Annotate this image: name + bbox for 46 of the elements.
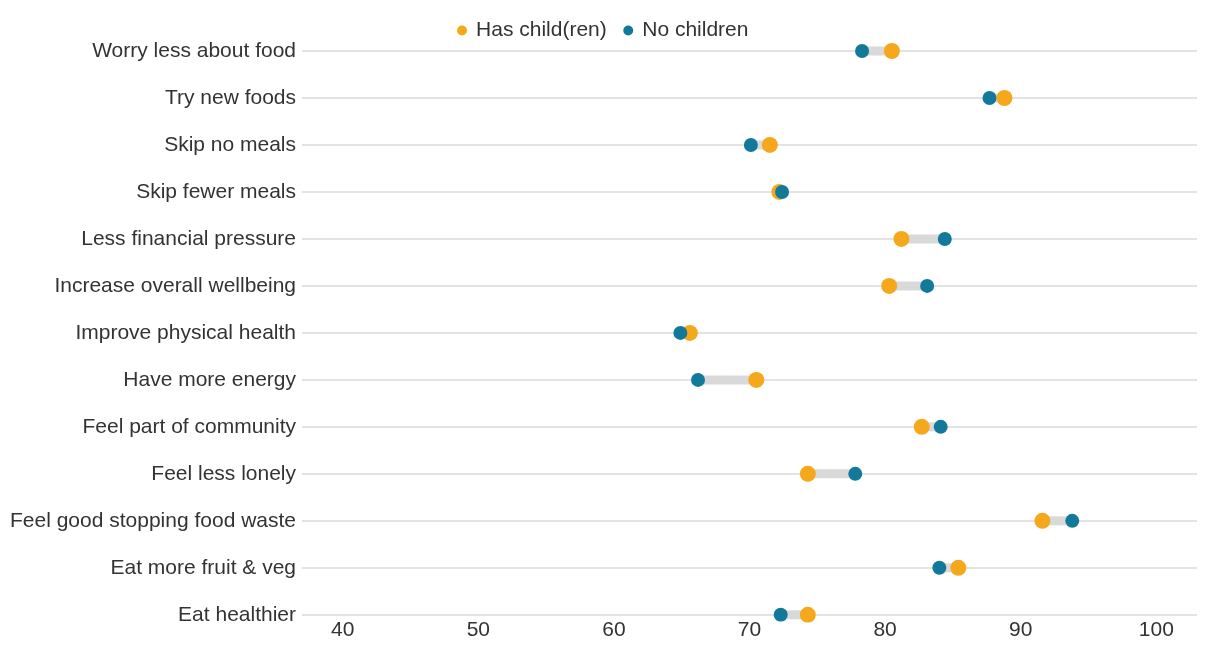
point [996,89,1013,106]
x-tick-label: 90 [1009,617,1033,641]
point [855,44,870,58]
point [743,137,758,152]
x-tick-label: 100 [1138,617,1174,641]
x-tick-label: 50 [466,617,490,641]
y-tick-label: Feel good stopping food waste [9,507,297,531]
point [1034,512,1051,529]
x-tick-label: 40 [331,617,355,641]
y-tick-label: Eat healthier [178,601,297,625]
point [950,559,967,576]
y-tick-label: Skip fewer meals [136,178,297,202]
point [883,43,900,59]
point [933,419,948,434]
legend-label: No children [642,17,749,41]
point [775,184,790,199]
point [761,136,778,153]
point [937,231,952,246]
point [1065,513,1080,528]
point [799,465,816,482]
point [673,325,688,340]
point [773,607,788,622]
point [893,230,910,247]
x-tick-label: 70 [737,617,762,641]
point [848,466,863,481]
y-tick-label: Eat more fruit & veg [110,554,297,578]
point [799,606,816,623]
x-tick-label: 60 [602,617,626,641]
point [748,371,765,388]
point [913,418,930,435]
y-tick-label: Improve physical health [75,319,297,343]
point [881,277,898,294]
y-tick-label: Increase overall wellbeing [54,272,297,296]
point [982,90,997,105]
y-tick-label: Feel less lonely [151,460,297,484]
y-tick-label: Less financial pressure [81,225,297,249]
point [920,278,935,293]
y-tick-label: Have more energy [123,366,297,390]
y-tick-label: Try new foods [164,84,297,108]
point [690,372,705,387]
legend-label: Has child(ren) [476,17,607,41]
x-tick-label: 80 [873,617,897,641]
y-tick-label: Feel part of community [82,413,297,437]
y-tick-label: Worry less about food [92,37,297,61]
y-tick-label: Skip no meals [164,131,297,155]
point [932,560,947,575]
